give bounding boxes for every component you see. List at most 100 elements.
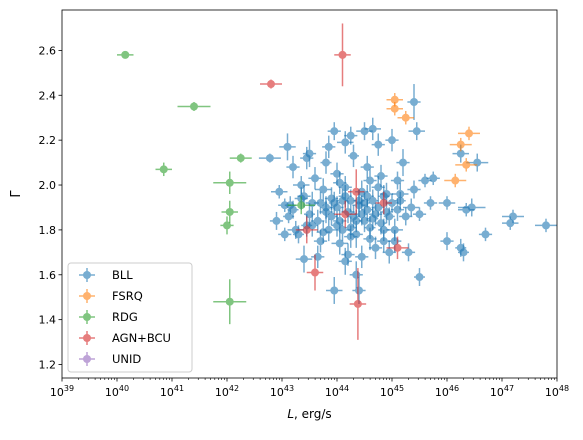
point-marker <box>297 201 306 210</box>
point-marker <box>311 268 319 277</box>
point-marker <box>121 50 130 59</box>
point-marker <box>355 286 363 295</box>
x-tick-label: 1048 <box>545 384 569 399</box>
point-marker <box>284 212 293 221</box>
data-point <box>382 241 396 264</box>
point-marker <box>407 203 416 212</box>
data-point <box>367 207 379 230</box>
data-point <box>466 153 489 172</box>
point-marker <box>346 223 355 232</box>
legend-marker <box>79 310 95 324</box>
point-marker <box>396 190 405 198</box>
data-point <box>458 243 469 262</box>
point-marker <box>265 154 274 163</box>
data-point <box>386 102 403 116</box>
legend: BLL FSRQ RDG AGN+BCU UNID <box>67 262 193 373</box>
x-axis-ticks: 1039 1040 1041 1042 1043 1044 1045 1046 1047 1048 <box>50 378 569 399</box>
data-point <box>407 84 421 120</box>
point-marker <box>366 176 374 185</box>
x-axis-label: L, erg/s <box>287 407 331 421</box>
data-point <box>278 227 292 242</box>
data-point <box>293 225 304 244</box>
x-axis-label-unit: , erg/s <box>294 407 332 421</box>
point-marker <box>459 248 468 257</box>
data-point <box>348 144 359 168</box>
data-point <box>229 153 252 163</box>
point-marker <box>275 187 284 196</box>
data-point <box>444 173 467 188</box>
data-point <box>364 117 381 141</box>
point-marker <box>311 174 319 183</box>
point-marker <box>443 237 451 246</box>
data-point <box>213 279 247 325</box>
point-marker <box>379 198 388 207</box>
data-point <box>363 227 377 251</box>
point-marker <box>353 299 362 308</box>
point-marker <box>313 216 322 225</box>
point-marker <box>330 286 339 295</box>
point-marker <box>390 95 399 104</box>
data-point <box>221 200 238 224</box>
point-marker <box>363 163 372 172</box>
series-fsrq <box>386 93 480 188</box>
data-point <box>396 149 410 177</box>
x-axis-label-symbol: L <box>287 407 294 421</box>
data-point <box>320 151 332 174</box>
point-marker <box>341 138 350 147</box>
point-marker <box>368 124 377 133</box>
legend-label: FSRQ <box>112 289 143 303</box>
y-tick-label: 1.6 <box>39 269 57 282</box>
point-marker <box>330 127 339 136</box>
data-point <box>392 182 409 206</box>
data-point <box>371 198 385 217</box>
data-point <box>269 211 284 230</box>
series-rdg <box>117 50 315 325</box>
point-marker <box>190 102 198 111</box>
data-point <box>349 268 367 340</box>
point-marker <box>283 142 292 151</box>
point-marker <box>366 234 374 243</box>
point-marker <box>374 140 383 149</box>
data-point <box>327 122 341 141</box>
legend-label: RDG <box>112 310 138 324</box>
x-tick-label: 1043 <box>270 384 294 399</box>
point-marker <box>327 194 336 203</box>
point-marker <box>236 154 245 163</box>
data-point <box>322 135 336 159</box>
data-point <box>438 196 456 210</box>
data-point <box>385 128 399 152</box>
data-point <box>458 126 480 141</box>
data-point <box>117 50 134 59</box>
point-marker <box>322 203 330 212</box>
data-point <box>326 207 337 226</box>
data-point <box>333 171 347 194</box>
point-marker <box>327 212 336 221</box>
point-marker <box>316 198 325 207</box>
point-marker <box>481 230 490 239</box>
data-point <box>324 187 339 210</box>
point-marker <box>335 178 344 187</box>
data-point <box>440 232 454 251</box>
point-marker <box>300 255 308 264</box>
point-marker <box>357 252 366 261</box>
legend-marker-dot <box>83 292 91 300</box>
data-point <box>371 176 385 199</box>
data-point <box>478 227 493 242</box>
point-marker <box>352 216 361 225</box>
data-point <box>271 185 288 199</box>
y-tick-label: 2.4 <box>39 89 57 102</box>
legend-marker-dot <box>83 271 91 279</box>
point-marker <box>338 225 347 234</box>
data-point <box>403 198 420 217</box>
x-tick-label: 1046 <box>435 384 459 399</box>
point-marker <box>410 185 418 194</box>
data-point <box>334 23 351 87</box>
point-marker <box>415 210 424 219</box>
point-marker <box>302 225 311 234</box>
legend-marker <box>79 331 95 345</box>
point-marker <box>371 243 380 252</box>
point-marker <box>388 136 396 145</box>
y-tick-label: 2.6 <box>39 44 57 57</box>
data-point <box>320 196 332 219</box>
point-marker <box>225 207 234 216</box>
